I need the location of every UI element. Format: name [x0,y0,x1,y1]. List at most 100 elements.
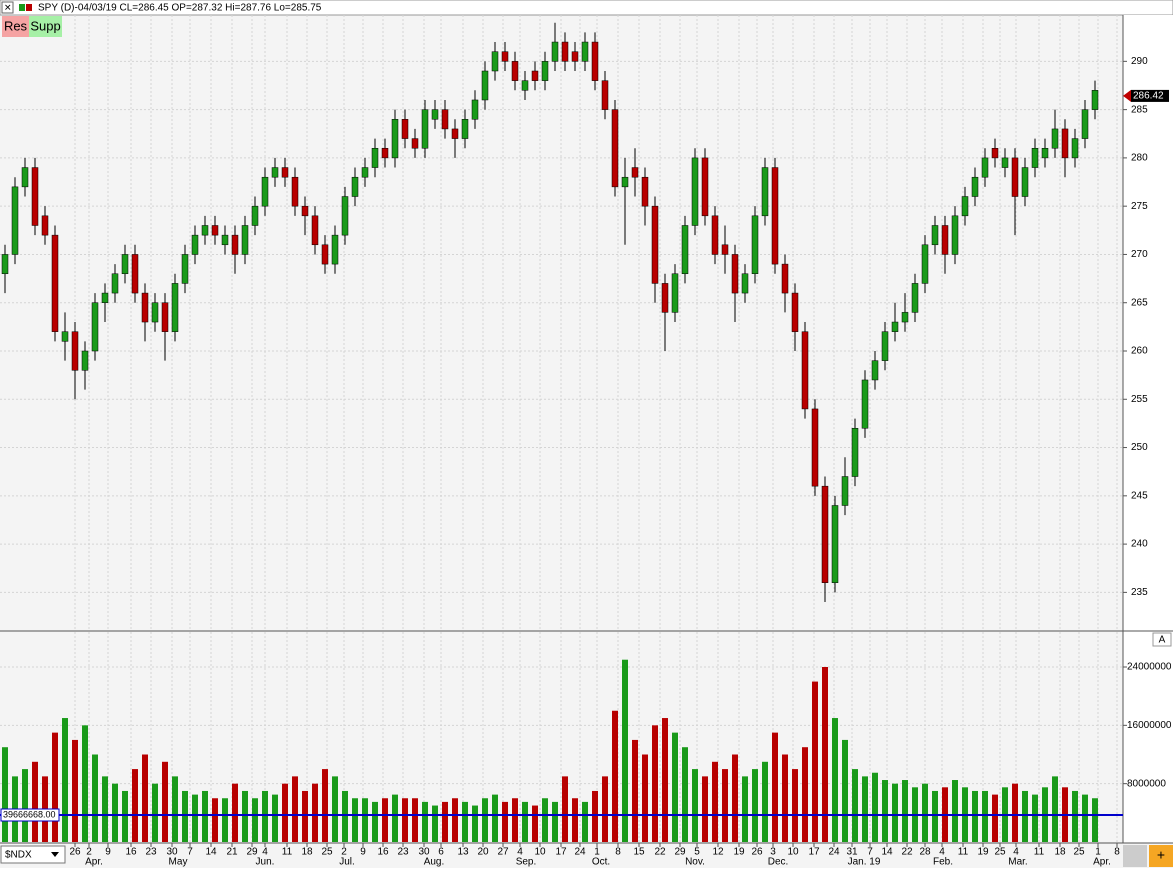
x-tick-label: 23 [397,847,409,858]
x-tick-label: 30 [418,847,430,858]
x-tick-label: 15 [633,847,645,858]
last-price-label: 286.42 [1133,91,1164,102]
volume-bar [502,801,508,842]
candle-body [261,176,269,207]
x-tick-label: 7 [187,847,193,858]
month-label: Apr. [1093,857,1111,868]
y-tick-label: 255 [1131,394,1148,405]
x-tick-label: 4 [939,847,945,858]
volume-bar [602,776,608,842]
candle-body [881,331,889,361]
x-tick-label: 14 [205,847,217,858]
x-tick-label: 4 [517,847,523,858]
candle-body [991,147,999,159]
candle-body [151,302,159,323]
axis-panel [1123,15,1173,843]
candle-body [711,215,719,255]
volume-bar [132,769,138,842]
volume-bar [832,718,838,842]
candle-body [911,283,919,313]
volume-bar [482,798,488,842]
volume-bar [592,790,598,842]
candle-body [191,234,199,255]
candle-body [1051,128,1059,149]
candle-body [651,205,659,284]
volume-bar [662,718,668,842]
y-tick-label: 24000000 [1127,662,1172,673]
volume-bar [552,801,558,842]
supp-button[interactable] [29,16,62,37]
volume-bar [1082,794,1088,842]
x-tick-label: 13 [457,847,469,858]
close-button[interactable] [1,1,14,14]
volume-bar [472,805,478,842]
candle-body [701,157,709,217]
refresh-button[interactable] [1123,845,1147,867]
candle-body [721,244,729,255]
volume-bar [982,790,988,842]
volume-bar [862,776,868,842]
candle-body [771,167,779,265]
x-tick-label: 26 [69,847,81,858]
candle-body [461,119,469,139]
volume-bar [972,790,978,842]
candle-body [211,225,219,236]
x-tick-label: 4 [262,847,268,858]
x-tick-label: 23 [145,847,157,858]
volume-bar [252,798,258,842]
candle-body [1,254,9,275]
x-tick-label: 18 [301,847,313,858]
volume-bar [142,754,148,842]
volume-bar [932,790,938,842]
volume-bar [922,783,928,842]
candle-body [871,360,879,381]
candle-body [181,254,189,284]
y-tick-label: 265 [1131,297,1148,308]
res-button[interactable] [2,16,29,37]
volume-bar [772,732,778,842]
y-tick-label: 270 [1131,249,1148,260]
add-button[interactable] [1149,845,1173,867]
candle-body [691,157,699,226]
candle-body [901,312,909,323]
x-tick-label: 22 [901,847,913,858]
volume-bar [112,783,118,842]
last-price-box [1131,89,1169,102]
x-tick-label: 25 [994,847,1006,858]
y-tick-label: 285 [1131,104,1148,115]
candle-body [1041,147,1049,159]
x-tick-label: 17 [808,847,820,858]
add-icon: + [1157,847,1165,863]
candle-body [231,234,239,255]
x-tick-label: 17 [555,847,567,858]
candle-body [401,119,409,139]
candle-body [801,331,809,410]
volume-bar [1072,790,1078,842]
volume-bar [162,761,168,842]
volume-bar [652,725,658,842]
x-tick-label: 29 [246,847,258,858]
candle-body [161,302,169,332]
candle-body [171,283,179,332]
candle-body [541,61,549,81]
volume-bar [822,667,828,842]
candle-body [91,302,99,352]
y-tick-label: 16000000 [1127,720,1172,731]
candle-body [931,225,939,246]
x-tick-label: 29 [674,847,686,858]
scale-button[interactable] [1152,632,1172,647]
volume-bar [842,739,848,842]
volume-bar [222,798,228,842]
res-label: Res [4,18,28,33]
y-tick-label: 290 [1131,56,1148,67]
volume-bar [102,776,108,842]
x-tick-label: 5 [694,847,700,858]
candle-body [501,51,509,62]
volume-bar [392,794,398,842]
volume-bar [282,783,288,842]
candle-body [471,99,479,120]
x-tick-label: 9 [105,847,111,858]
x-tick-label: 8 [1114,847,1120,858]
symbol-select[interactable] [0,845,66,864]
month-label: Sep. [516,857,537,868]
